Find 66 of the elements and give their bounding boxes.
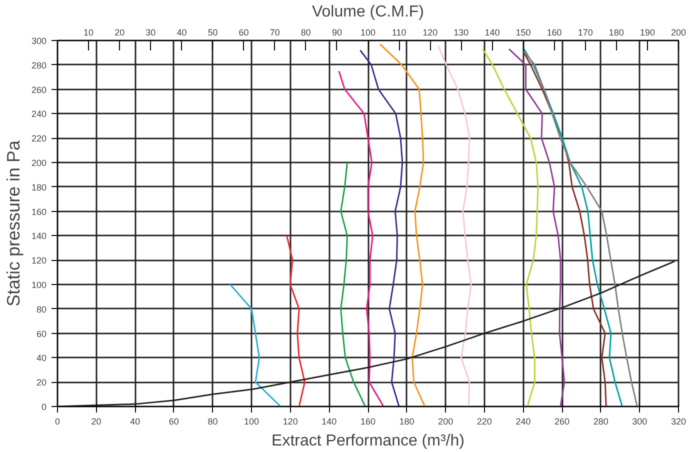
line-series — [508, 48, 566, 406]
x2-tick-label: 180 — [608, 28, 624, 38]
x2-tick-label: 170 — [578, 28, 593, 38]
line-series — [340, 162, 366, 406]
x-tick-label: 280 — [593, 416, 608, 426]
x2-tick-label: 40 — [176, 28, 187, 38]
y-tick-label: 280 — [31, 60, 47, 70]
y-tick-label: 80 — [36, 304, 47, 314]
x-tick-label: 0 — [54, 416, 60, 426]
line-series — [359, 50, 404, 406]
x2-tick-label: 20 — [114, 28, 125, 38]
y-tick-label: 220 — [31, 134, 47, 144]
y-tick-label: 120 — [31, 256, 47, 266]
x2-axis-title: Volume (C.M.F) — [312, 4, 424, 20]
line-series — [437, 44, 472, 406]
x-tick-label: 160 — [360, 416, 376, 426]
x-tick-label: 100 — [244, 416, 260, 426]
x-tick-label: 300 — [632, 416, 648, 426]
y-tick-label: 160 — [31, 206, 47, 217]
x2-tick-label: 30 — [146, 28, 156, 38]
x2-tick-label: 140 — [484, 28, 500, 38]
y-tick-label: 60 — [36, 328, 47, 339]
y-tick-label: 140 — [31, 231, 47, 242]
x2-tick-label: 120 — [422, 28, 438, 38]
x-tick-label: 180 — [399, 416, 414, 426]
x-tick-label: 260 — [554, 416, 570, 426]
line-series — [286, 234, 306, 406]
x2-tick-label: 150 — [516, 28, 531, 38]
x-tick-label: 60 — [168, 416, 179, 426]
y-tick-label: 300 — [31, 36, 47, 46]
x-tick-label: 320 — [670, 416, 686, 426]
line-series — [522, 50, 607, 406]
x2-tick-label: 80 — [300, 28, 311, 38]
x-tick-label: 200 — [438, 416, 454, 426]
x2-tick-label: 200 — [670, 28, 686, 38]
x2-tick-label: 130 — [454, 28, 469, 38]
y-tick-label: 260 — [31, 84, 47, 95]
x2-tick-label: 10 — [84, 28, 94, 38]
x2-tick-label: 100 — [360, 28, 376, 38]
x2-tick-label: 190 — [640, 28, 655, 38]
x-tick-label: 40 — [130, 416, 140, 426]
x2-tick-label: 70 — [270, 28, 280, 38]
x-tick-label: 20 — [91, 416, 102, 426]
y-tick-label: 100 — [31, 280, 47, 290]
y-tick-label: 20 — [36, 378, 47, 388]
line-series — [379, 43, 426, 406]
x2-tick-label: 90 — [332, 28, 342, 38]
y-axis-title: Static pressure in Pa — [3, 139, 24, 307]
x-tick-label: 80 — [208, 416, 218, 426]
line-series — [482, 48, 539, 406]
x-tick-label: 140 — [322, 416, 337, 426]
x2-tick-label: 110 — [392, 28, 406, 38]
line-series — [229, 284, 282, 406]
x-tick-label: 220 — [476, 416, 492, 426]
x-tick-label: 120 — [282, 416, 298, 426]
line-series — [338, 70, 384, 406]
y-tick-label: 0 — [41, 402, 47, 412]
y-tick-label: 240 — [31, 109, 47, 120]
y-tick-label: 180 — [31, 182, 47, 192]
y-tick-label: 40 — [36, 353, 47, 364]
x-axis-title: Extract Performance (m³/h) — [272, 432, 464, 450]
x2-tick-label: 160 — [546, 28, 562, 38]
x-tick-label: 240 — [516, 416, 531, 426]
x2-tick-label: 50 — [208, 28, 218, 38]
x2-tick-label: 60 — [238, 28, 249, 38]
y-tick-label: 200 — [31, 158, 47, 168]
